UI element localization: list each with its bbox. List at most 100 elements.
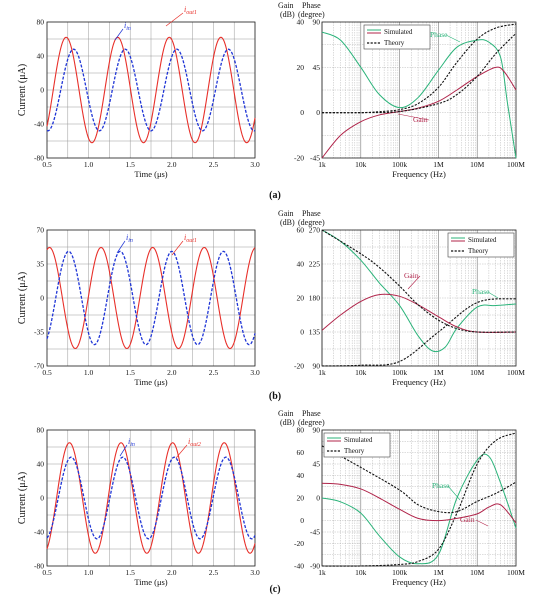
annotation-leader	[175, 444, 188, 459]
annotation-subscript: in	[130, 442, 135, 448]
annotation-leader	[116, 240, 126, 254]
x-tick-label: 100M	[507, 160, 525, 169]
x-tick-label: 100k	[392, 568, 407, 577]
series-line-iout2	[46, 442, 256, 554]
annotation-base: i	[184, 233, 186, 242]
x-tick-label: 0.5	[42, 368, 52, 377]
x-tick-label: 3.0	[250, 160, 260, 169]
x-tick-label: 0.5	[42, 568, 52, 577]
y-tick-label: -35	[34, 328, 44, 337]
legend-label-simulated: Simulated	[384, 28, 413, 36]
annotation-leader	[119, 444, 128, 457]
y-tick-label: 80	[37, 426, 45, 435]
legend-box	[363, 24, 431, 50]
gain-axis-unit: (dB)	[280, 10, 295, 19]
y-tick-label: 0	[40, 86, 44, 95]
y-tick-label: 0	[40, 494, 44, 503]
annotation-leader	[407, 275, 421, 290]
gain-tick-label: -40	[294, 562, 304, 571]
x-axis-label: Frequency (Hz)	[392, 577, 446, 587]
gain-tick-label: 80	[297, 426, 305, 435]
gain-axis-label: Gain	[278, 209, 294, 218]
x-tick-label: 2.0	[167, 368, 177, 377]
gain-tick-label: 60	[297, 226, 305, 235]
phase-tick-label: -90	[310, 562, 320, 571]
legend-label-theory: Theory	[384, 39, 405, 47]
x-tick-label: 3.0	[250, 568, 260, 577]
y-tick-label: -40	[34, 528, 44, 537]
x-tick-label: 1.0	[84, 368, 94, 377]
bode-panel-b-right: 1k 10k 100k 1M 10M 100M Frequency (Hz) 60 40 20 0 -…	[278, 209, 525, 387]
series-line-iin	[46, 48, 256, 132]
x-tick-label: 100M	[507, 568, 525, 577]
gain-tick-label: 40	[297, 260, 305, 269]
legend: Simulated Theory	[363, 24, 431, 50]
annotation-base: i	[128, 437, 130, 446]
y-tick-label: -70	[34, 362, 44, 371]
panel-label: (a)	[269, 190, 281, 201]
phase-axis-unit: (degree)	[298, 218, 325, 227]
phase-tick-label: 45	[313, 63, 321, 72]
plot-frame	[46, 429, 256, 567]
legend-label-theory: Theory	[468, 247, 489, 255]
series-line	[321, 229, 517, 333]
annotation-leader	[447, 485, 461, 501]
y-tick-label: -80	[34, 562, 44, 571]
x-tick-label: 1.0	[84, 160, 94, 169]
gain-tick-label: 20	[297, 63, 305, 72]
time-panel-a-left: 0.5 1.0 1.5 2.0 2.5 3.0 80 40 0 -40 -80 Time (μs) Cu…	[17, 5, 260, 179]
x-tick-label: 100k	[392, 160, 407, 169]
y-tick-label: 70	[37, 226, 45, 235]
x-tick-label: 1M	[433, 368, 444, 377]
y-tick-label: 0	[40, 294, 44, 303]
gain-tick-label: 0	[300, 516, 304, 525]
gain-tick-label: -20	[294, 154, 304, 163]
phase-tick-label: 135	[309, 328, 321, 337]
gain-tick-label: 0	[300, 108, 304, 117]
y-tick-label: 40	[37, 460, 45, 469]
series-line	[321, 432, 517, 567]
annotation-leader	[397, 113, 430, 121]
gain-tick-label: 20	[297, 294, 305, 303]
curve-annotation: Phase	[432, 481, 450, 490]
annotation-subscript: out1	[186, 238, 197, 244]
phase-tick-label: 45	[313, 460, 321, 469]
gain-tick-label: 20	[297, 494, 305, 503]
curve-annotation: Gain	[460, 515, 475, 524]
phase-tick-label: 90	[313, 426, 321, 435]
plot-frame	[46, 229, 256, 367]
legend-box	[447, 232, 515, 258]
x-tick-label: 2.5	[209, 160, 219, 169]
series-annotation: iin	[124, 21, 131, 32]
annotation-subscript: out2	[190, 442, 201, 448]
series-line	[321, 66, 517, 159]
annotation-base: i	[184, 5, 186, 14]
series-line-iin	[46, 250, 256, 346]
panel-label: (b)	[269, 391, 281, 402]
gain-axis-unit: (dB)	[280, 418, 295, 427]
x-tick-label: 3.0	[250, 368, 260, 377]
series-line	[321, 445, 517, 514]
series-line	[321, 482, 517, 524]
x-tick-label: 10M	[470, 568, 485, 577]
x-tick-label: 100M	[507, 368, 525, 377]
x-tick-label: 1k	[318, 160, 326, 169]
plot-frame	[46, 21, 256, 159]
x-axis-label: Time (μs)	[134, 169, 167, 179]
phase-axis-unit: (degree)	[298, 10, 325, 19]
gain-axis-label: Gain	[278, 1, 294, 10]
curve-annotation: Gain	[413, 115, 428, 124]
annotation-subscript: in	[126, 26, 131, 32]
x-tick-label: 10M	[470, 368, 485, 377]
series-line	[321, 229, 517, 353]
x-tick-label: 2.0	[167, 160, 177, 169]
gain-tick-label: 60	[297, 448, 305, 457]
x-tick-label: 10M	[470, 160, 485, 169]
legend-label-simulated: Simulated	[344, 436, 373, 444]
legend: Simulated Theory	[323, 432, 391, 458]
gain-tick-label: -20	[294, 362, 304, 371]
gain-axis-label: Gain	[278, 409, 294, 418]
x-tick-label: 2.5	[209, 568, 219, 577]
series-annotation: iout2	[188, 437, 201, 448]
